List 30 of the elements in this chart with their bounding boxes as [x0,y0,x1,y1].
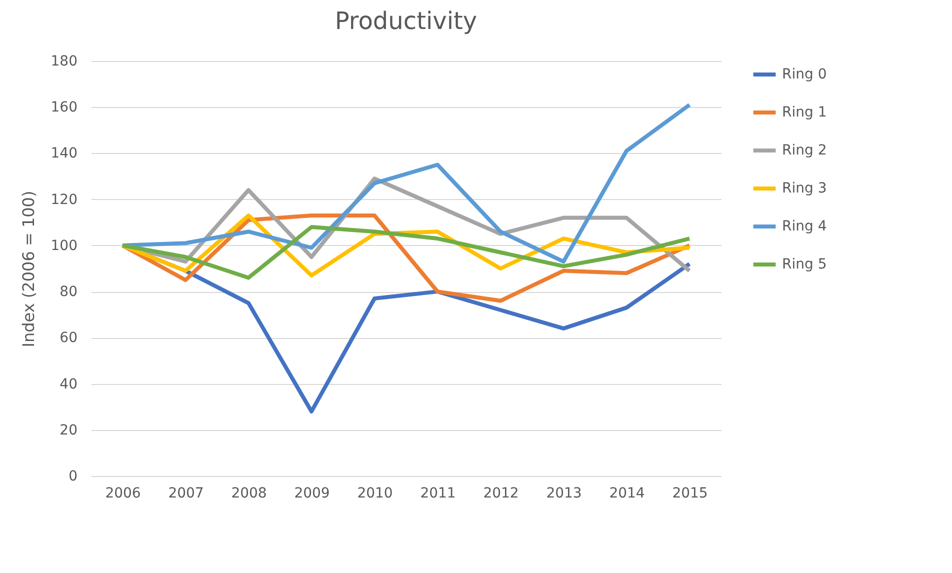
legend-label: Ring 1 [782,104,827,120]
chart-title: Productivity [334,7,478,35]
line-series [120,102,692,264]
y-tick-label: 60 [60,330,78,346]
y-tick-label: 100 [50,238,78,254]
legend-label: Ring 2 [782,142,827,158]
legend-label: Ring 3 [782,180,827,196]
x-tick-label: 2014 [609,486,645,502]
y-axis-title: Index (2006 = 100) [18,190,38,348]
legend-label: Ring 5 [782,256,827,272]
x-tick-label: 2009 [294,486,330,502]
x-tick-label: 2006 [105,486,141,502]
x-tick-label: 2015 [672,486,708,502]
x-tick-label: 2013 [546,486,582,502]
line-series [120,225,692,280]
y-tick-label: 80 [60,284,78,300]
y-tick-label: 0 [68,468,78,484]
x-tick-label: 2007 [168,486,204,502]
y-tick-label: 140 [50,146,78,162]
y-tick-label: 40 [60,376,78,392]
x-tick-label: 2008 [231,486,267,502]
y-tick-label: 180 [50,54,78,70]
x-tick-label: 2011 [420,486,456,502]
legend-label: Ring 0 [782,66,827,82]
x-tick-label: 2010 [357,486,393,502]
legend-label: Ring 4 [782,218,827,234]
x-tick-label: 2012 [483,486,519,502]
y-tick-label: 120 [50,192,78,208]
y-tick-label: 160 [50,100,78,116]
y-tick-label: 20 [60,422,78,438]
